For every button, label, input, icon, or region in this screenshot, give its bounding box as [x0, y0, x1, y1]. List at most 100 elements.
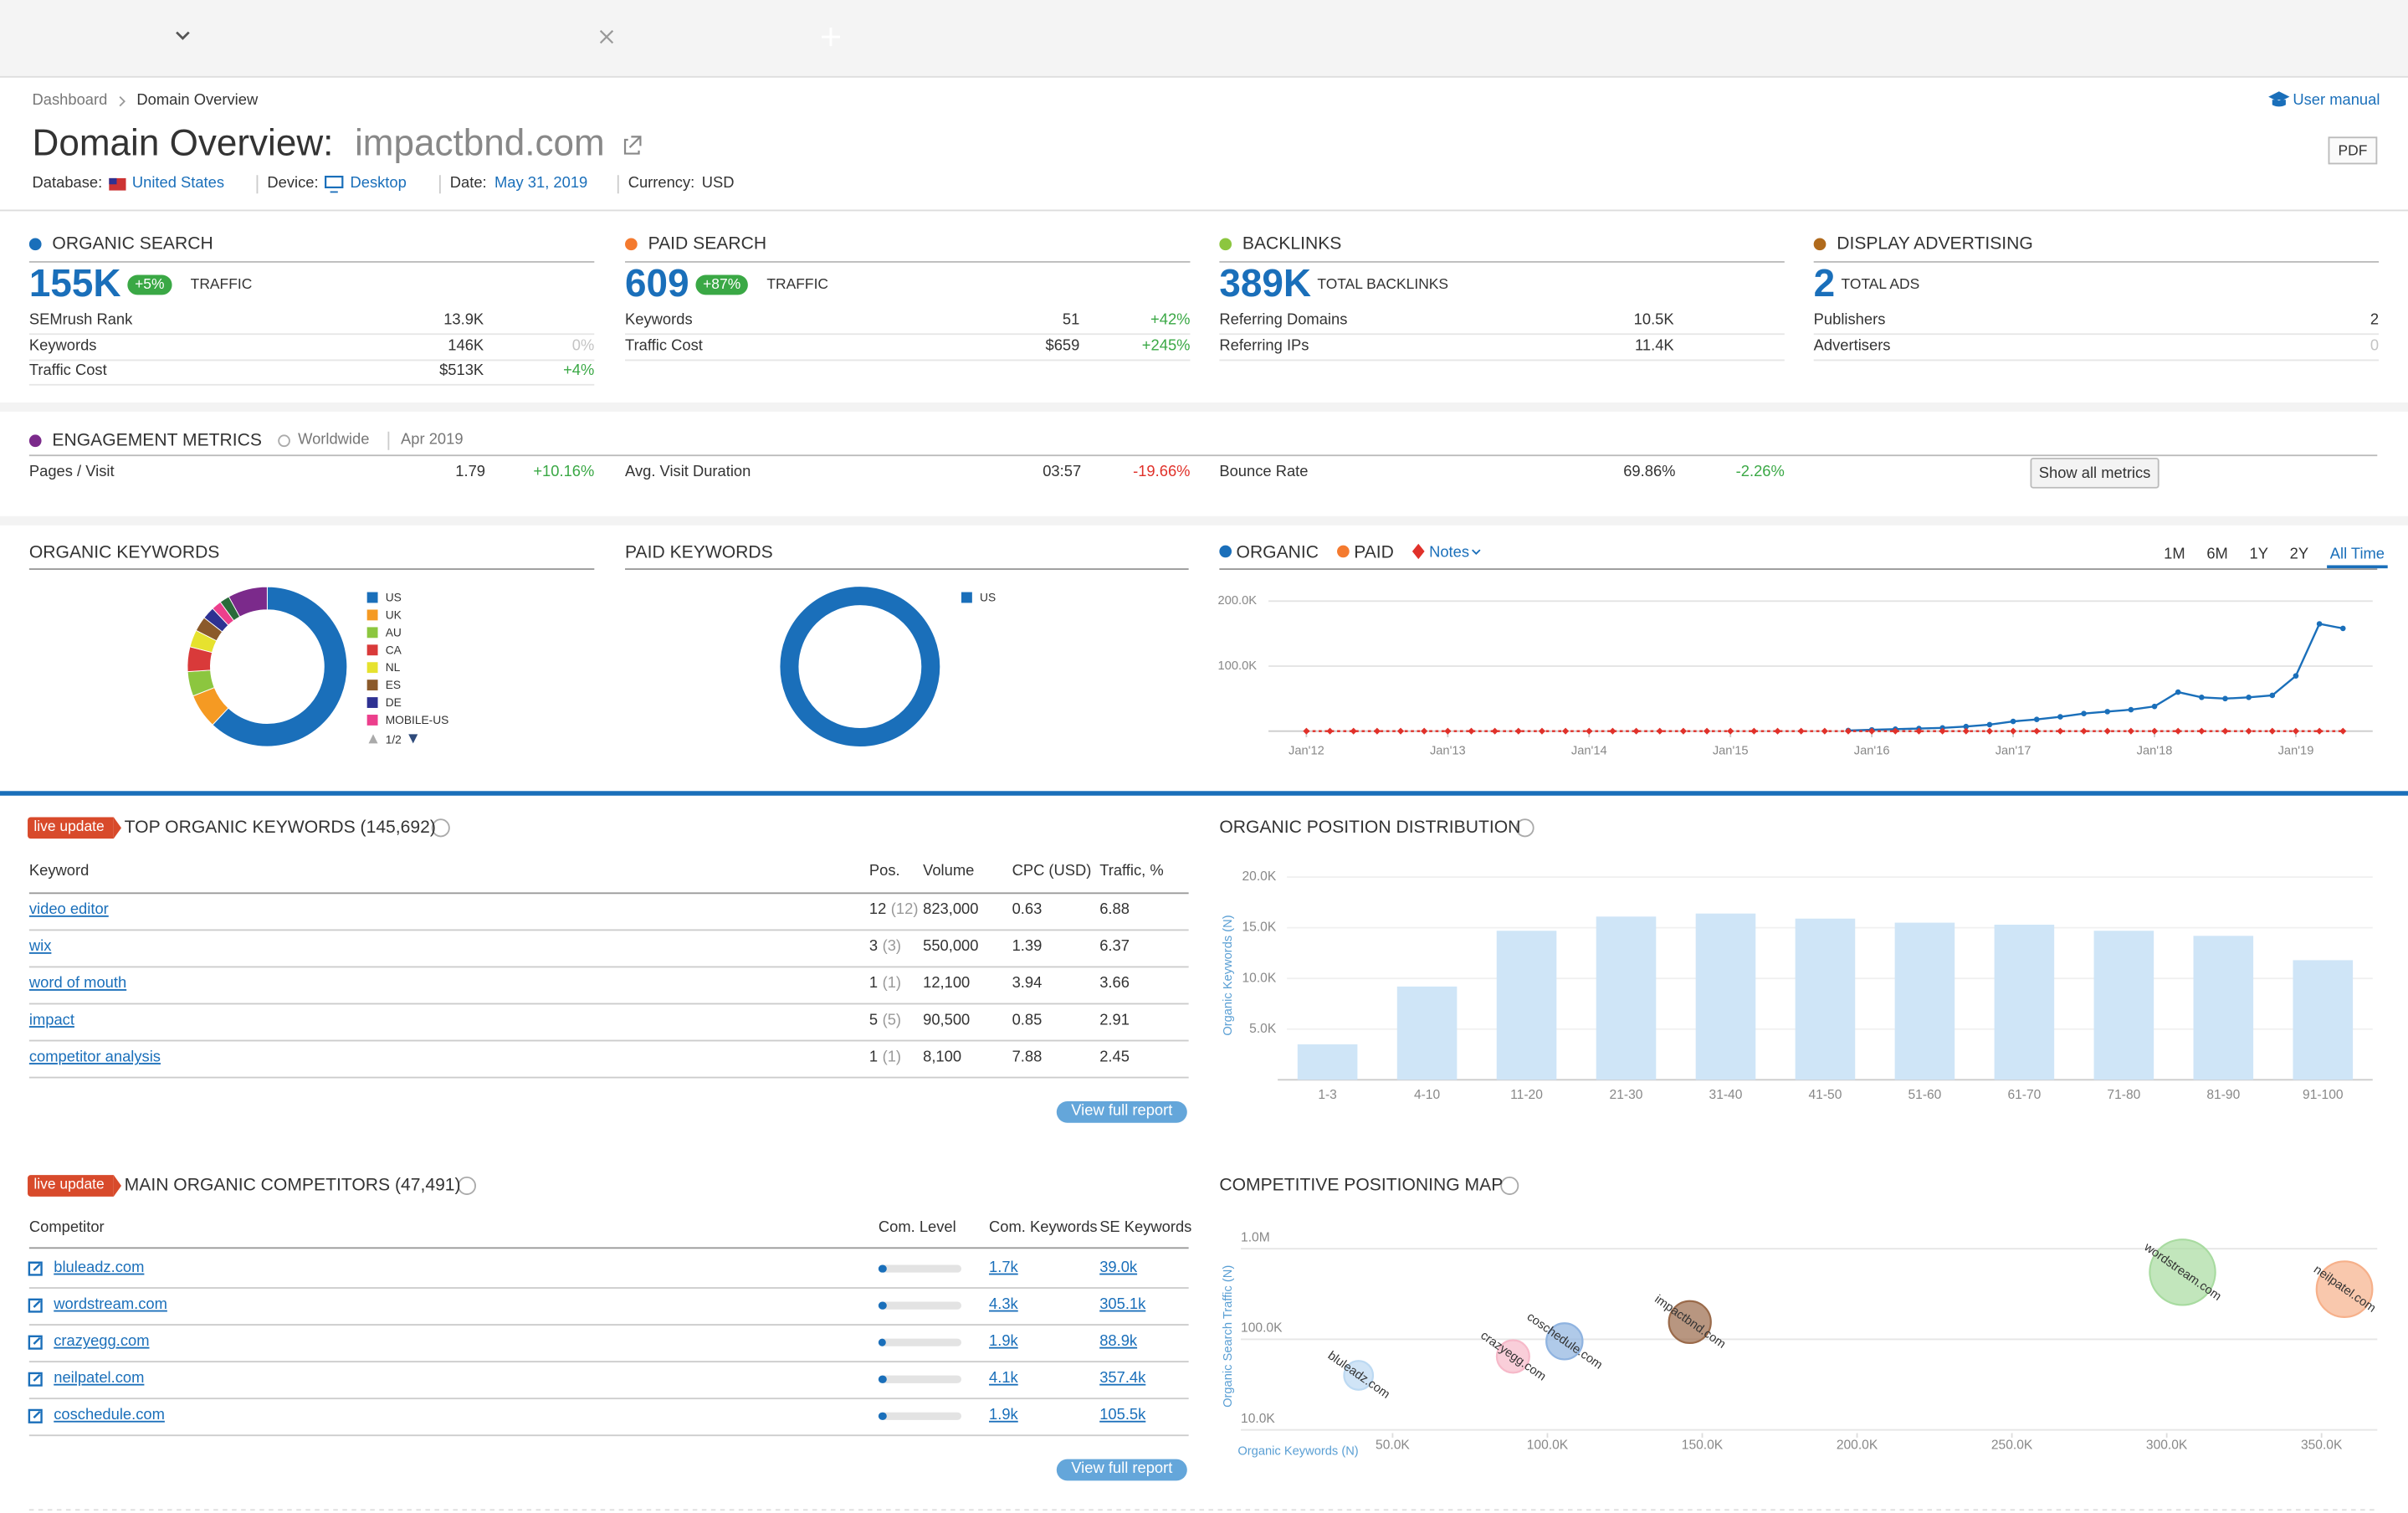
globe-icon: [278, 434, 290, 448]
series-point: [1562, 727, 1570, 735]
section-rule: [28, 261, 595, 263]
info-icon[interactable]: [457, 1176, 476, 1195]
range-active: [2327, 565, 2388, 569]
column-header: Com. Level: [878, 1219, 956, 1237]
x-tick-label: Jan'13: [1430, 744, 1466, 757]
legend-dot: [1219, 545, 1232, 558]
competitor-link[interactable]: neilpatel.com: [54, 1370, 145, 1387]
bubble: [1668, 1300, 1712, 1345]
clear-icon[interactable]: [599, 29, 614, 44]
view-report-button[interactable]: View full report: [1056, 1459, 1187, 1481]
filter-value[interactable]: Desktop: [350, 175, 407, 192]
metric-change: 0%: [571, 336, 595, 355]
desktop-icon: [325, 175, 344, 189]
com-keywords-link[interactable]: 1.7k: [989, 1259, 1018, 1277]
legend-label[interactable]: Notes: [1429, 543, 1469, 561]
headline-value: 2: [1813, 261, 1836, 305]
filter-separator: [617, 175, 619, 194]
cpc: 1.39: [1012, 938, 1043, 956]
external-link-icon[interactable]: [623, 136, 642, 155]
change-badge: +5%: [126, 274, 172, 295]
com-keywords-link[interactable]: 1.9k: [989, 1407, 1018, 1424]
cpc: 7.88: [1012, 1049, 1043, 1066]
metric-label: Referring Domains: [1219, 311, 1348, 329]
show-metrics-button[interactable]: Show all metrics: [2030, 457, 2160, 489]
legend-swatch: [366, 662, 378, 674]
x-tick-label: Jan'16: [1854, 744, 1890, 757]
pdf-button[interactable]: PDF: [2328, 136, 2378, 165]
level-bar: [878, 1338, 886, 1346]
bar: [2293, 960, 2354, 1080]
column-header: CPC (USD): [1012, 863, 1092, 880]
volume: 823,000: [923, 901, 979, 919]
filter-value[interactable]: United States: [131, 175, 225, 192]
keyword-link[interactable]: impact: [28, 1012, 74, 1029]
pager-prev[interactable]: [368, 734, 378, 744]
y-tick-label: 10.0K: [1242, 971, 1277, 985]
series-point: [1350, 727, 1357, 735]
page-domain: impactbnd.com: [354, 122, 605, 165]
live-badge-arrow: [113, 817, 122, 839]
com-keywords-link[interactable]: 4.3k: [989, 1296, 1018, 1314]
donut-segment: [780, 587, 940, 747]
series-point: [1962, 727, 1970, 735]
info-icon[interactable]: [431, 818, 450, 838]
user-manual-link[interactable]: User manual: [2293, 92, 2380, 110]
position: 3 (3): [869, 936, 901, 960]
headline-value: 155K: [28, 261, 121, 305]
position-previous: (1): [882, 1049, 902, 1066]
metric-change: -2.26%: [1735, 464, 1785, 481]
keyword-link[interactable]: video editor: [28, 901, 109, 919]
column-header: Pos.: [868, 863, 900, 880]
se-keywords-link[interactable]: 357.4k: [1099, 1370, 1146, 1387]
bubble-label: coschedule.com: [1524, 1310, 1605, 1372]
competitor-link[interactable]: wordstream.com: [54, 1296, 167, 1314]
range-button[interactable]: 1Y: [2250, 544, 2268, 562]
keyword-link[interactable]: wix: [28, 938, 52, 956]
keyword-link[interactable]: competitor analysis: [28, 1049, 161, 1066]
position-current: 3: [868, 938, 879, 956]
info-icon[interactable]: [1500, 1176, 1519, 1195]
range-button[interactable]: 2Y: [2290, 544, 2308, 562]
divider: [0, 791, 2408, 796]
section-title: COMPETITIVE POSITIONING MAP: [1219, 1176, 1504, 1195]
section-rule: [625, 568, 1189, 570]
series-point: [2010, 718, 2016, 725]
view-report-button[interactable]: View full report: [1056, 1101, 1187, 1123]
series-point: [1514, 727, 1522, 735]
se-keywords-link[interactable]: 305.1k: [1099, 1296, 1146, 1314]
legend-diamond: [1411, 543, 1425, 560]
pager-next[interactable]: [408, 734, 418, 744]
range-button[interactable]: All Time: [2330, 544, 2385, 562]
com-keywords-link[interactable]: 1.9k: [989, 1333, 1018, 1351]
info-icon[interactable]: [1515, 818, 1534, 838]
competitor-link[interactable]: coschedule.com: [54, 1407, 165, 1424]
metric-change: +4%: [563, 362, 595, 380]
headline-unit: TOTAL ADS: [1841, 275, 1920, 293]
competitor-link[interactable]: crazyegg.com: [54, 1333, 150, 1351]
x-tick-label: 51-60: [1908, 1088, 1941, 1102]
range-button[interactable]: 6M: [2206, 544, 2227, 562]
range-button[interactable]: 1M: [2164, 544, 2185, 562]
row-rule: [28, 1361, 1189, 1363]
com-keywords-link[interactable]: 4.1k: [989, 1370, 1018, 1387]
filter-value[interactable]: May 31, 2019: [494, 175, 588, 192]
se-keywords-link[interactable]: 39.0k: [1099, 1259, 1138, 1277]
competitor-link[interactable]: bluleadz.com: [54, 1259, 145, 1277]
keyword-link[interactable]: word of mouth: [28, 975, 127, 992]
traffic-share: 6.37: [1099, 938, 1130, 956]
breadcrumb-link[interactable]: Dashboard: [32, 92, 108, 110]
row-rule: [28, 966, 1189, 968]
plus-icon[interactable]: [821, 28, 840, 47]
series-line: [1847, 623, 2344, 732]
legend-label: MOBILE-US: [386, 714, 449, 726]
se-keywords-link[interactable]: 88.9k: [1099, 1333, 1138, 1351]
bar: [1396, 986, 1458, 1080]
series-point: [2316, 727, 2323, 735]
external-icon: [28, 1298, 43, 1313]
section-dot: [28, 434, 42, 448]
se-keywords-link[interactable]: 105.5k: [1099, 1407, 1146, 1424]
legend-label: DE: [386, 696, 402, 709]
legend-label: US: [980, 592, 996, 604]
column-header: Competitor: [28, 1219, 105, 1237]
